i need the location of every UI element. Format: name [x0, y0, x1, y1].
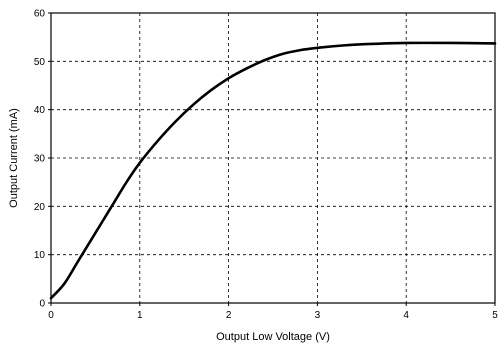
y-tick-label: 60 [34, 9, 46, 20]
y-axis-title: Output Current (mA) [8, 108, 20, 208]
series-line-output-current [49, 41, 497, 300]
x-axis-title: Output Low Voltage (V) [216, 331, 330, 343]
x-tick-label: 1 [137, 310, 143, 321]
x-tick-label: 2 [226, 310, 232, 321]
grid-lines [51, 13, 495, 303]
y-tick-label: 10 [34, 250, 46, 261]
x-tick-label: 4 [403, 310, 409, 321]
y-tick-label: 0 [39, 299, 45, 310]
y-tick-label: 30 [34, 154, 46, 165]
series-layer [49, 41, 497, 300]
x-tick-label: 5 [492, 310, 498, 321]
y-tick-label: 50 [34, 57, 46, 68]
x-tick-label: 0 [48, 310, 54, 321]
y-tick-label: 40 [34, 105, 46, 116]
x-tick-label: 3 [315, 310, 321, 321]
y-tick-label: 20 [34, 202, 46, 213]
